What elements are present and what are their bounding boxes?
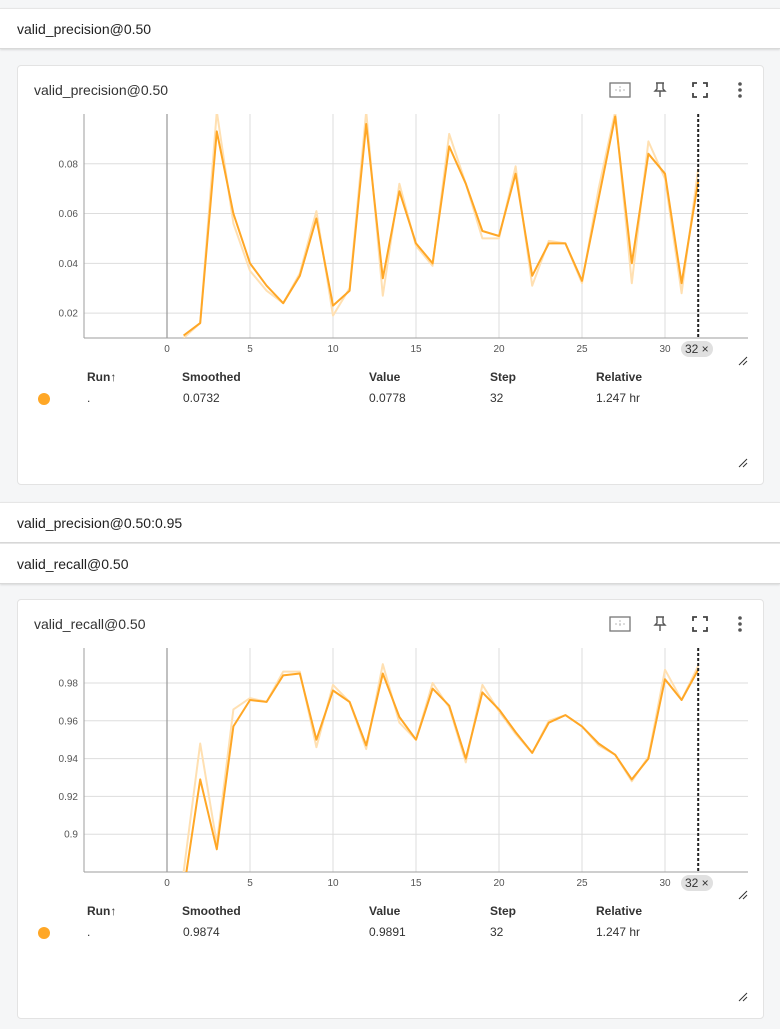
step-value: 32 [490,925,504,939]
fullscreen-icon [692,616,708,632]
run-name: . [87,925,91,939]
x-tick-label: 25 [576,344,588,355]
series-line-raw [182,663,700,872]
resize-handle-icon[interactable] [738,992,748,1002]
resize-handle-icon[interactable] [738,356,748,366]
series-group [182,114,700,338]
fit-to-data-icon [609,82,631,98]
smoothed-value: 0.0732 [183,391,220,405]
x-tick-label: 5 [247,344,253,355]
x-tick-label: 0 [164,344,170,355]
x-tick-label: 30 [659,878,671,889]
step-value: 32 [490,391,504,405]
x-tick-label: 10 [327,344,339,355]
fullscreen-icon [692,82,708,98]
y-tick-label: 0.98 [59,678,79,689]
series-line-raw [182,114,700,338]
col-relative: Relative [596,904,643,918]
y-tick-label: 0.02 [59,309,79,320]
raw-value: 0.0778 [369,391,406,405]
section-title: valid_precision@0.50 [17,21,152,37]
pin-icon [653,616,667,631]
x-tick-label: 15 [410,878,422,889]
card-title: valid_precision@0.50 [34,82,169,98]
line-chart[interactable]: 0.9 0.92 0.94 0.96 0.98 0 5 10 15 20 25 30 [18,600,763,900]
fit-to-data-button[interactable] [608,612,632,636]
scalar-card-valid-precision: valid_precision@0.50 0.02 0.04 0.06 0.08 0 5 1… [17,65,764,485]
y-tick-label: 0.96 [59,716,79,727]
section-title: valid_recall@0.50 [17,556,129,572]
run-color-dot [38,927,50,939]
more-options-button[interactable] [728,78,752,102]
relative-value: 1.247 hr [596,391,641,405]
line-chart[interactable]: 0.02 0.04 0.06 0.08 0 5 10 15 20 25 30 [18,66,763,366]
section-header-valid-precision-range[interactable]: valid_precision@0.50:0.95 [0,502,780,543]
series-line-smoothed [183,115,700,337]
fit-to-data-icon [609,616,631,632]
card-title: valid_recall@0.50 [34,616,146,632]
step-badge[interactable]: 32 × [681,341,713,357]
y-tick-label: 0.06 [59,209,79,220]
x-tick-label: 30 [659,344,671,355]
x-tick-label: 25 [576,878,588,889]
scalar-card-valid-recall: valid_recall@0.50 0.9 0.92 0.94 0.96 0.98 0 5 1… [17,599,764,1019]
run-name: . [87,391,91,405]
relative-value: 1.247 hr [596,925,641,939]
col-run[interactable]: Run↑ [87,904,117,918]
col-smoothed: Smoothed [182,370,241,384]
series-line-smoothed [185,669,700,872]
more-options-button[interactable] [728,612,752,636]
y-tick-label: 0.94 [59,754,79,765]
x-tick-label: 15 [410,344,422,355]
col-relative: Relative [596,370,643,384]
step-badge[interactable]: 32 × [681,875,713,891]
resize-handle-icon[interactable] [738,890,748,900]
resize-handle-icon[interactable] [738,458,748,468]
col-smoothed: Smoothed [182,904,241,918]
smoothed-value: 0.9874 [183,925,220,939]
y-tick-label: 0.9 [64,830,78,841]
col-step: Step [490,370,517,384]
fullscreen-button[interactable] [688,78,712,102]
more-vert-icon [738,616,742,632]
x-tick-label: 0 [164,878,170,889]
section-header-valid-precision[interactable]: valid_precision@0.50 [0,8,780,49]
col-value: Value [369,370,401,384]
y-tick-label: 0.92 [59,792,79,803]
y-tick-label: 0.08 [59,159,79,170]
col-run[interactable]: Run↑ [87,370,117,384]
run-color-dot [38,393,50,405]
y-tick-label: 0.04 [59,259,79,270]
x-tick-label: 20 [493,344,505,355]
section-header-valid-recall[interactable]: valid_recall@0.50 [0,543,780,584]
pin-icon [653,82,667,97]
col-value: Value [369,904,401,918]
x-tick-label: 20 [493,878,505,889]
pin-button[interactable] [648,78,672,102]
x-tick-label: 10 [327,878,339,889]
fullscreen-button[interactable] [688,612,712,636]
col-step: Step [490,904,517,918]
fit-to-data-button[interactable] [608,78,632,102]
series-group [182,663,700,872]
x-tick-label: 5 [247,878,253,889]
section-title: valid_precision@0.50:0.95 [17,515,183,531]
more-vert-icon [738,82,742,98]
pin-button[interactable] [648,612,672,636]
raw-value: 0.9891 [369,925,406,939]
